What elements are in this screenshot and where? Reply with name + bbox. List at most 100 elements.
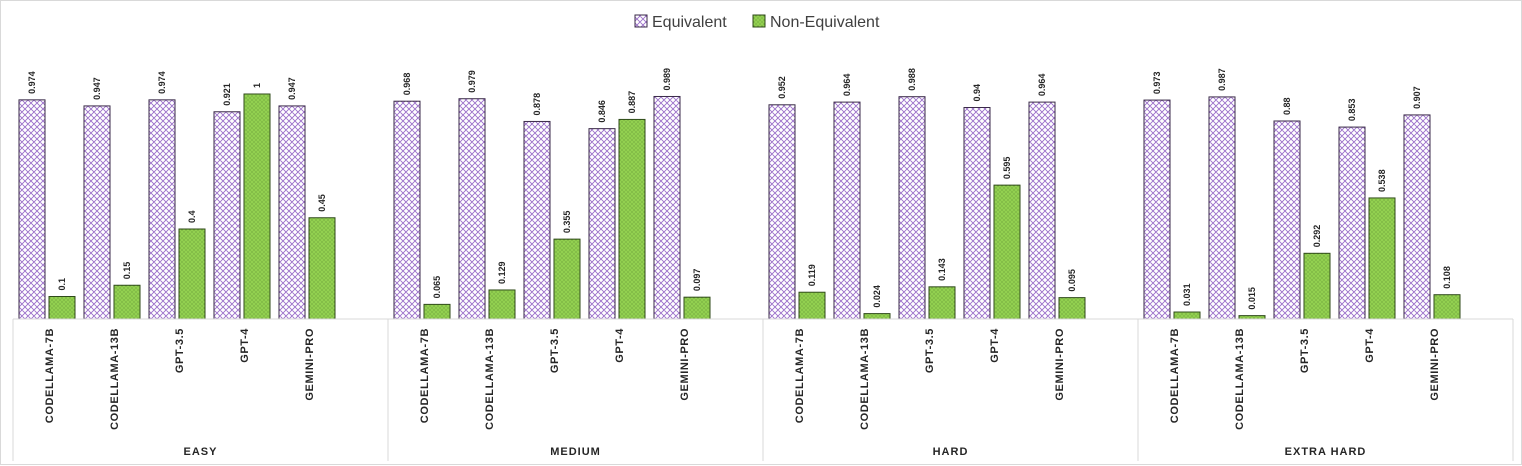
tick-label-easy-gemini-pro: GEMINI-PRO — [304, 328, 316, 401]
bar-equivalent-extra-hard-codellama-13b — [1208, 96, 1236, 320]
tick-label-easy-codellama-7b: CODELLAMA-7B — [44, 328, 56, 423]
bar-non-equivalent-medium-codellama-13b — [488, 289, 516, 320]
bar-non-equivalent-easy-gpt-4 — [243, 93, 271, 320]
data-label-equivalent-hard-gpt-3-5: 0.988 — [907, 68, 917, 91]
data-label-non-equivalent-hard-gemini-pro: 0.095 — [1067, 269, 1077, 292]
data-label-non-equivalent-extra-hard-gemini-pro: 0.108 — [1442, 266, 1452, 289]
tick-label-hard-codellama-7b: CODELLAMA-7B — [794, 328, 806, 423]
bar-equivalent-hard-gemini-pro — [1028, 101, 1056, 320]
data-label-equivalent-hard-gpt-4: 0.94 — [972, 84, 982, 102]
bar-equivalent-easy-codellama-13b — [83, 105, 111, 320]
bar-non-equivalent-hard-codellama-7b — [798, 291, 826, 320]
data-label-non-equivalent-medium-gemini-pro: 0.097 — [692, 269, 702, 292]
tick-label-extra-hard-gemini-pro: GEMINI-PRO — [1429, 328, 1441, 401]
category-axis: EASY CODELLAMA-7B CODELLAMA-13B GPT-3.5 GPT-… — [12, 318, 1514, 461]
tick-label-easy-gpt-4: GPT-4 — [239, 328, 251, 363]
bar-non-equivalent-extra-hard-gpt-3-5 — [1303, 252, 1331, 320]
data-label-equivalent-easy-gpt-3-5: 0.974 — [157, 71, 167, 94]
bar-equivalent-easy-codellama-7b — [18, 99, 46, 320]
bar-equivalent-extra-hard-gemini-pro — [1403, 114, 1431, 320]
data-label-equivalent-easy-codellama-7b: 0.974 — [27, 71, 37, 94]
data-label-non-equivalent-easy-gpt-3-5: 0.4 — [187, 210, 197, 223]
data-label-equivalent-easy-gemini-pro: 0.947 — [287, 77, 297, 100]
bar-equivalent-medium-codellama-7b — [393, 100, 421, 320]
tick-label-medium-gemini-pro: GEMINI-PRO — [679, 328, 691, 401]
data-label-non-equivalent-hard-gpt-3-5: 0.143 — [937, 258, 947, 281]
bar-non-equivalent-easy-gpt-3-5 — [178, 228, 206, 320]
tick-label-medium-gpt-3-5: GPT-3.5 — [549, 328, 561, 373]
tick-label-hard-gpt-4: GPT-4 — [989, 328, 1001, 363]
data-label-non-equivalent-hard-codellama-13b: 0.024 — [872, 285, 882, 308]
data-label-equivalent-easy-codellama-13b: 0.947 — [92, 77, 102, 100]
data-label-equivalent-extra-hard-codellama-7b: 0.973 — [1152, 72, 1162, 95]
bar-non-equivalent-extra-hard-gemini-pro — [1433, 294, 1461, 320]
legend-swatch-non-equivalent — [752, 14, 766, 28]
data-label-non-equivalent-extra-hard-gpt-3-5: 0.292 — [1312, 225, 1322, 248]
bar-equivalent-easy-gpt-4 — [213, 111, 241, 320]
group-label-easy: EASY — [184, 446, 218, 458]
tick-label-hard-gemini-pro: GEMINI-PRO — [1054, 328, 1066, 401]
bar-equivalent-easy-gemini-pro — [278, 105, 306, 320]
legend: Equivalent Non-Equivalent — [634, 14, 880, 31]
bar-non-equivalent-extra-hard-codellama-13b — [1238, 315, 1266, 320]
bar-non-equivalent-medium-codellama-7b — [423, 303, 451, 320]
tick-label-easy-gpt-3-5: GPT-3.5 — [174, 328, 186, 373]
data-label-non-equivalent-medium-codellama-13b: 0.129 — [497, 261, 507, 284]
data-label-equivalent-medium-gemini-pro: 0.989 — [662, 68, 672, 91]
legend-label-equivalent: Equivalent — [652, 14, 727, 31]
group-label-extra-hard: EXTRA HARD — [1285, 446, 1367, 458]
data-label-equivalent-medium-gpt-3-5: 0.878 — [532, 93, 542, 116]
tick-label-medium-gpt-4: GPT-4 — [614, 328, 626, 363]
bar-equivalent-hard-gpt-4 — [963, 107, 991, 320]
data-label-equivalent-easy-gpt-4: 0.921 — [222, 83, 232, 106]
data-label-non-equivalent-hard-codellama-7b: 0.119 — [807, 264, 817, 286]
data-label-equivalent-hard-gemini-pro: 0.964 — [1037, 74, 1047, 97]
bar-non-equivalent-easy-gemini-pro — [308, 217, 336, 320]
bar-non-equivalent-hard-codellama-13b — [863, 313, 891, 320]
bar-non-equivalent-medium-gpt-3-5 — [553, 238, 581, 320]
data-label-equivalent-hard-codellama-7b: 0.952 — [777, 76, 787, 99]
bar-equivalent-extra-hard-gpt-3-5 — [1273, 120, 1301, 320]
data-label-non-equivalent-medium-gpt-3-5: 0.355 — [562, 211, 572, 234]
bar-non-equivalent-hard-gpt-3-5 — [928, 286, 956, 320]
data-label-non-equivalent-extra-hard-codellama-13b: 0.015 — [1247, 287, 1257, 310]
data-label-equivalent-medium-codellama-7b: 0.968 — [402, 73, 412, 96]
group-label-hard: HARD — [933, 446, 969, 458]
bar-equivalent-hard-codellama-7b — [768, 104, 796, 320]
bar-non-equivalent-extra-hard-gpt-4 — [1368, 197, 1396, 320]
data-label-equivalent-medium-codellama-13b: 0.979 — [467, 70, 477, 93]
data-label-non-equivalent-medium-gpt-4: 0.887 — [627, 91, 637, 114]
tick-label-extra-hard-gpt-4: GPT-4 — [1364, 328, 1376, 363]
bar-non-equivalent-extra-hard-codellama-7b — [1173, 311, 1201, 320]
data-label-equivalent-hard-codellama-13b: 0.964 — [842, 74, 852, 97]
data-label-non-equivalent-medium-codellama-7b: 0.065 — [432, 276, 442, 299]
tick-label-extra-hard-codellama-7b: CODELLAMA-7B — [1169, 328, 1181, 423]
bar-equivalent-extra-hard-codellama-7b — [1143, 99, 1171, 320]
tick-label-hard-gpt-3-5: GPT-3.5 — [924, 328, 936, 373]
data-label-non-equivalent-easy-codellama-13b: 0.15 — [122, 262, 132, 280]
data-label-equivalent-medium-gpt-4: 0.846 — [597, 100, 607, 123]
data-label-non-equivalent-easy-codellama-7b: 0.1 — [57, 278, 67, 291]
bar-non-equivalent-medium-gpt-4 — [618, 118, 646, 320]
data-label-equivalent-extra-hard-codellama-13b: 0.987 — [1217, 68, 1227, 91]
bar-equivalent-extra-hard-gpt-4 — [1338, 126, 1366, 320]
bar-equivalent-hard-codellama-13b — [833, 101, 861, 320]
tick-label-extra-hard-gpt-3-5: GPT-3.5 — [1299, 328, 1311, 373]
data-labels-layer: 0.974 0.1 0.947 0.15 0.974 0.4 0.921 1 0.947 0.45… — [27, 68, 1452, 310]
tick-label-hard-codellama-13b: CODELLAMA-13B — [859, 328, 871, 430]
bar-equivalent-easy-gpt-3-5 — [148, 99, 176, 320]
bars-layer — [18, 93, 1461, 320]
data-label-equivalent-extra-hard-gpt-4: 0.853 — [1347, 99, 1357, 122]
bar-equivalent-medium-gpt-3-5 — [523, 120, 551, 320]
bar-equivalent-medium-codellama-13b — [458, 98, 486, 320]
data-label-equivalent-extra-hard-gpt-3-5: 0.88 — [1282, 97, 1292, 115]
data-label-non-equivalent-extra-hard-gpt-4: 0.538 — [1377, 169, 1387, 192]
tick-label-extra-hard-codellama-13b: CODELLAMA-13B — [1234, 328, 1246, 430]
tick-label-easy-codellama-13b: CODELLAMA-13B — [109, 328, 121, 430]
bar-non-equivalent-hard-gemini-pro — [1058, 297, 1086, 320]
bar-non-equivalent-hard-gpt-4 — [993, 184, 1021, 320]
bar-non-equivalent-medium-gemini-pro — [683, 296, 711, 320]
bar-non-equivalent-easy-codellama-7b — [48, 296, 76, 320]
